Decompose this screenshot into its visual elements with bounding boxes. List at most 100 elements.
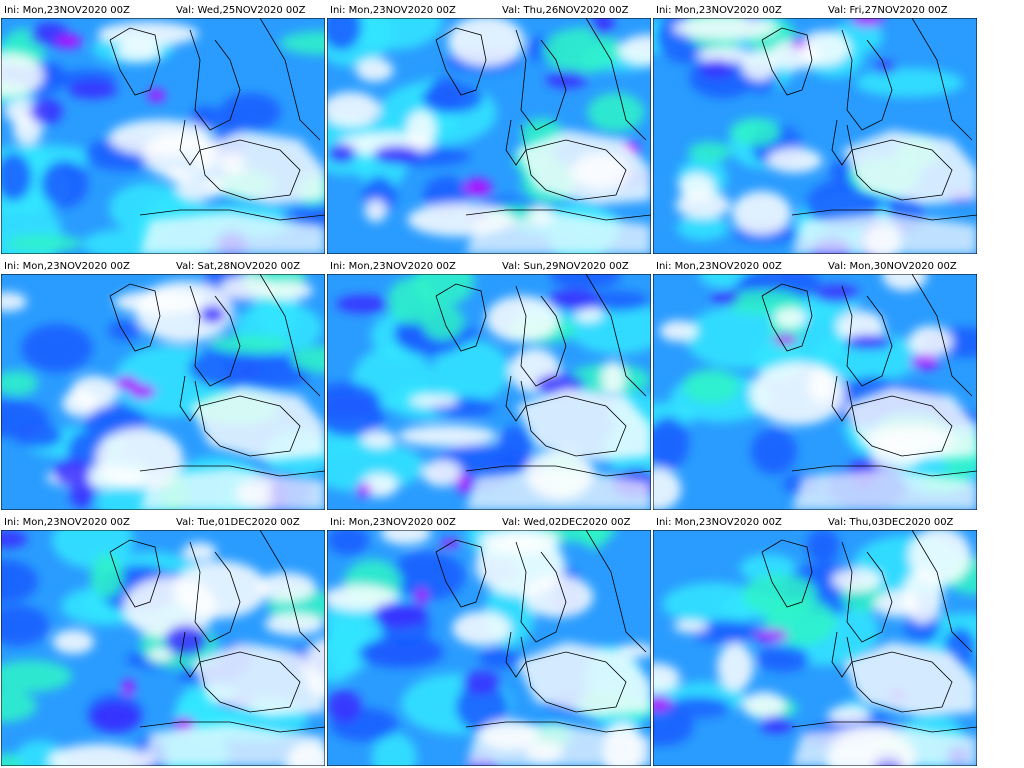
coastline (435, 539, 487, 608)
land-africa (140, 212, 325, 254)
land-europe (190, 130, 325, 205)
field-blob (327, 690, 362, 723)
field-blob (587, 92, 645, 133)
valid-time: Val: Mon,30NOV2020 00Z (828, 261, 957, 272)
land-europe (516, 642, 651, 717)
field-blob (148, 647, 173, 662)
coastline (515, 29, 567, 131)
init-time: Ini: Mon,23NOV2020 00Z (656, 261, 782, 272)
field-blob (547, 289, 600, 311)
field-blob (29, 98, 63, 125)
map (1, 18, 325, 254)
coastline (525, 395, 627, 457)
field-blob (873, 61, 897, 74)
field-blob (380, 530, 432, 545)
coastline (139, 721, 325, 733)
field-blob (387, 277, 436, 325)
field-blob (901, 569, 943, 624)
field-blob (327, 18, 362, 51)
field-blob (364, 635, 443, 666)
field-blob (462, 670, 501, 695)
field-blob (682, 368, 740, 404)
field-blob (1, 152, 32, 201)
field (327, 530, 651, 766)
coastline (139, 209, 325, 221)
coastline (515, 285, 567, 387)
map (1, 274, 325, 510)
field-blob (585, 291, 650, 312)
init-time: Ini: Mon,23NOV2020 00Z (4, 5, 130, 16)
field-blob (55, 34, 83, 49)
coastline (179, 119, 201, 166)
init-time: Ini: Mon,23NOV2020 00Z (330, 261, 456, 272)
coastline (505, 375, 527, 422)
coastline (525, 139, 627, 201)
field-blob (182, 542, 217, 562)
field-blob (123, 576, 217, 639)
coastline (791, 465, 977, 477)
valid-time: Val: Fri,27NOV2020 00Z (828, 5, 948, 16)
field-blob (456, 473, 471, 494)
valid-time: Val: Sun,29NOV2020 00Z (502, 261, 629, 272)
field-blob (122, 679, 135, 696)
map-panel: Ini: Mon,23NOV2020 00Z Val: Fri,27NOV2020… (653, 5, 977, 254)
field-blob (813, 284, 860, 303)
field-blob (601, 360, 626, 396)
field-blob (754, 628, 789, 643)
coastline (841, 285, 893, 387)
field-blob (653, 416, 690, 470)
map-panel: Ini: Mon,23NOV2020 00Z Val: Sun,29NOV2020… (327, 261, 651, 510)
field-blob (485, 295, 559, 342)
coastline (841, 29, 893, 131)
map (327, 274, 651, 510)
field-blob (653, 695, 673, 712)
coastline (505, 631, 527, 678)
init-time: Ini: Mon,23NOV2020 00Z (656, 517, 782, 528)
field-blob (850, 18, 885, 28)
land-europe (516, 386, 651, 461)
map-panel: Ini: Mon,23NOV2020 00Z Val: Wed,02DEC2020… (327, 517, 651, 766)
field-blob (455, 682, 509, 732)
field-blob (373, 145, 420, 164)
coastline (139, 465, 325, 477)
coastline (831, 631, 853, 678)
field-blob (364, 199, 387, 222)
field-blob (545, 70, 588, 89)
field-blob (53, 458, 91, 487)
land-africa (466, 724, 651, 766)
coastline (831, 119, 853, 166)
field-blob (1, 605, 50, 646)
land-africa (792, 724, 977, 766)
field-blob (343, 18, 443, 50)
field-blob (659, 320, 698, 342)
map (327, 18, 651, 254)
coastline (259, 18, 321, 141)
field-blob (14, 423, 63, 449)
coastline (791, 209, 977, 221)
field-blob (261, 281, 314, 301)
field-blob (774, 307, 807, 328)
field-blob (108, 119, 213, 157)
field-blob (147, 88, 166, 103)
coastline (525, 651, 627, 713)
field-blob (210, 335, 290, 354)
init-time: Ini: Mon,23NOV2020 00Z (330, 517, 456, 528)
field-blob (48, 743, 150, 766)
land-africa (140, 724, 325, 766)
field-blob (116, 41, 162, 62)
field-blob (1, 689, 37, 723)
map-panel: Ini: Mon,23NOV2020 00Z Val: Wed,25NOV2020… (1, 5, 325, 254)
field-blob (90, 553, 124, 598)
field-blob (421, 82, 484, 114)
coastline (189, 285, 241, 387)
field-blob (574, 306, 603, 323)
field-blob (1, 370, 39, 396)
field-blob (1, 53, 44, 97)
coastline (109, 27, 161, 96)
coastline (435, 283, 487, 352)
coastline (851, 139, 953, 201)
coastline (911, 274, 973, 397)
field-blob (756, 645, 810, 673)
field-blob (335, 294, 390, 314)
